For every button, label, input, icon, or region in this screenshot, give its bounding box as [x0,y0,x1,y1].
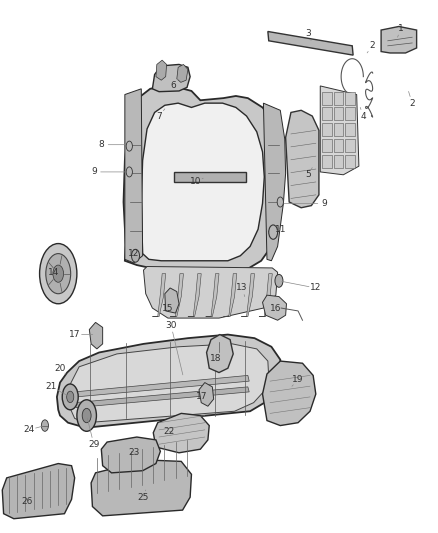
Bar [322,123,332,136]
Text: 11: 11 [275,225,286,234]
Polygon shape [152,64,190,92]
Text: 9: 9 [91,167,97,176]
Polygon shape [199,383,214,406]
Text: 10: 10 [190,177,201,187]
Circle shape [126,141,132,151]
Text: 17: 17 [69,330,81,339]
Polygon shape [188,273,201,317]
Circle shape [269,225,278,239]
Bar [322,92,332,104]
Text: 29: 29 [88,440,99,449]
Bar [334,92,343,104]
Bar [345,108,355,120]
Polygon shape [74,387,249,408]
Polygon shape [74,375,249,397]
Text: 7: 7 [156,111,162,120]
Bar [345,139,355,152]
Polygon shape [2,464,74,519]
Bar [345,92,355,104]
Circle shape [126,167,132,177]
Text: 22: 22 [164,427,175,436]
Text: 2: 2 [369,42,375,50]
Text: 2: 2 [410,99,415,108]
Text: 23: 23 [128,448,139,457]
Polygon shape [268,31,353,55]
Text: 20: 20 [54,364,66,373]
Circle shape [67,391,74,402]
Text: 4: 4 [360,111,366,120]
Bar [345,123,355,136]
Text: 16: 16 [270,304,282,312]
Polygon shape [170,273,184,317]
Bar [322,108,332,120]
Text: 21: 21 [46,382,57,391]
Polygon shape [223,273,237,317]
Polygon shape [263,103,286,261]
Text: 19: 19 [292,375,304,384]
Polygon shape [125,89,143,263]
Text: 8: 8 [99,140,104,149]
Polygon shape [57,335,281,427]
Text: 12: 12 [128,249,139,258]
Circle shape [275,274,283,287]
Polygon shape [89,322,102,349]
Circle shape [41,420,49,431]
Polygon shape [101,437,160,473]
Circle shape [53,265,64,282]
Polygon shape [241,273,254,317]
Text: 24: 24 [23,425,35,434]
Polygon shape [262,361,316,425]
Polygon shape [141,103,264,261]
Text: 6: 6 [171,82,177,91]
Polygon shape [206,273,219,317]
Polygon shape [381,27,417,53]
Polygon shape [144,266,278,318]
Polygon shape [152,273,166,317]
Polygon shape [207,335,233,373]
Text: 1: 1 [398,24,404,33]
Bar [334,155,343,167]
Polygon shape [165,288,179,313]
Polygon shape [153,414,209,453]
Polygon shape [69,344,269,423]
Circle shape [82,408,91,423]
Polygon shape [259,273,272,317]
Text: 12: 12 [310,284,321,293]
Text: 25: 25 [137,492,148,502]
Text: 17: 17 [196,392,208,401]
Bar [334,139,343,152]
Polygon shape [174,172,246,182]
Circle shape [39,244,77,304]
Text: 3: 3 [305,29,311,38]
Text: 13: 13 [237,284,248,293]
Polygon shape [286,110,319,208]
Text: 26: 26 [21,497,33,506]
Text: 18: 18 [210,354,221,363]
Circle shape [277,197,283,207]
Polygon shape [124,86,283,270]
Polygon shape [262,295,286,320]
Polygon shape [177,64,188,83]
Bar [345,155,355,167]
Text: 15: 15 [162,304,174,312]
Circle shape [77,400,96,431]
Polygon shape [156,60,166,80]
Text: 14: 14 [48,268,60,277]
Bar [334,108,343,120]
Text: 9: 9 [322,199,328,208]
Circle shape [131,249,140,262]
Text: 5: 5 [305,170,311,179]
Polygon shape [320,86,359,175]
Circle shape [62,384,78,410]
Text: 30: 30 [165,321,177,330]
Circle shape [46,254,71,294]
Polygon shape [91,460,191,516]
Bar [322,139,332,152]
Bar [334,123,343,136]
Bar [322,155,332,167]
